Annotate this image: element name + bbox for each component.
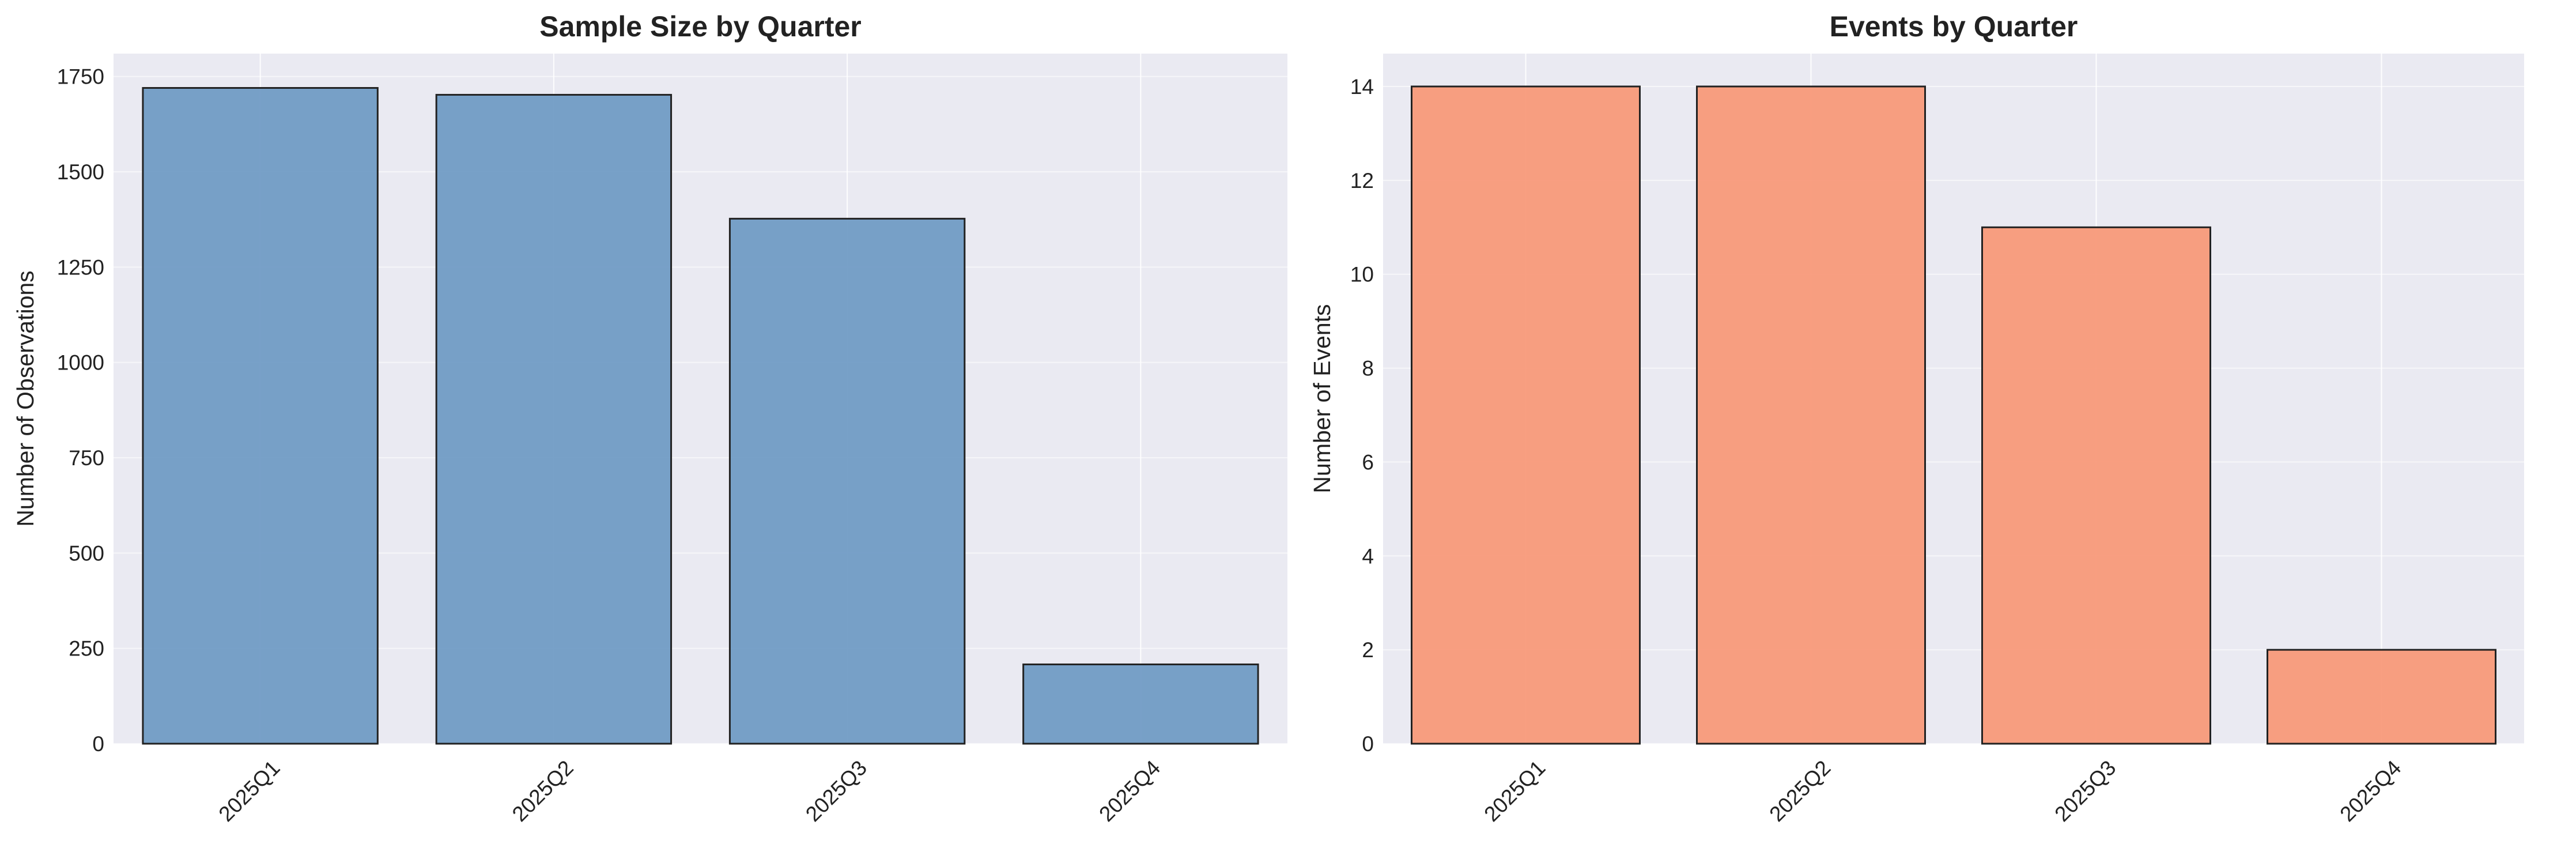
x-tick-labels: 2025Q1 2025Q2 2025Q3 2025Q4 bbox=[1479, 756, 2405, 826]
y-tick-label: 1000 bbox=[57, 351, 104, 375]
y-tick-label: 250 bbox=[69, 637, 104, 661]
x-tick-label: 2025Q1 bbox=[1479, 756, 1550, 826]
y-tick-label: 750 bbox=[69, 446, 104, 470]
y-tick-labels: 0 2 4 6 8 10 12 14 bbox=[1350, 75, 1374, 756]
y-tick-label: 14 bbox=[1350, 75, 1374, 99]
y-axis-label: Number of Observations bbox=[12, 270, 39, 526]
y-tick-label: 6 bbox=[1362, 450, 1374, 474]
y-tick-label: 1500 bbox=[57, 160, 104, 184]
y-tick-labels: 0 250 500 750 1000 1250 1500 1750 bbox=[57, 65, 104, 756]
y-tick-label: 10 bbox=[1350, 263, 1374, 287]
y-tick-label: 8 bbox=[1362, 357, 1374, 380]
chart-title: Events by Quarter bbox=[1830, 10, 2078, 43]
x-tick-label: 2025Q4 bbox=[2335, 756, 2405, 826]
y-tick-label: 4 bbox=[1362, 544, 1374, 568]
bar-2025Q1 bbox=[1411, 85, 1641, 745]
x-tick-label: 2025Q3 bbox=[801, 756, 871, 826]
y-tick-label: 500 bbox=[69, 541, 104, 565]
y-tick-label: 2 bbox=[1362, 638, 1374, 662]
y-axis-label: Number of Events bbox=[1309, 304, 1335, 493]
bar-2025Q4 bbox=[2267, 649, 2496, 745]
y-tick-label: 1750 bbox=[57, 65, 104, 89]
bar-group bbox=[1411, 85, 2496, 745]
x-tick-label: 2025Q4 bbox=[1094, 756, 1165, 826]
y-tick-label: 0 bbox=[1362, 732, 1374, 756]
y-tick-label: 12 bbox=[1350, 169, 1374, 193]
x-tick-label: 2025Q2 bbox=[508, 756, 578, 826]
bar-2025Q4 bbox=[1022, 663, 1259, 745]
bar-2025Q1 bbox=[142, 87, 379, 745]
bar-2025Q3 bbox=[1981, 226, 2211, 745]
x-tick-label: 2025Q3 bbox=[2050, 756, 2120, 826]
panel-events: 0 2 4 6 8 10 12 14 2025Q1 2025Q2 2025Q3 2025Q4 Eve… bbox=[1309, 10, 2524, 826]
x-tick-label: 2025Q1 bbox=[214, 756, 284, 826]
chart-title: Sample Size by Quarter bbox=[539, 10, 862, 43]
bar-2025Q3 bbox=[728, 217, 966, 745]
y-tick-label: 0 bbox=[92, 732, 104, 756]
bar-2025Q2 bbox=[435, 93, 673, 745]
x-tick-label: 2025Q2 bbox=[1765, 756, 1835, 826]
x-tick-labels: 2025Q1 2025Q2 2025Q3 2025Q4 bbox=[214, 756, 1165, 826]
bar-2025Q2 bbox=[1696, 85, 1926, 745]
y-tick-label: 1250 bbox=[57, 255, 104, 279]
bar-group bbox=[142, 87, 1259, 745]
